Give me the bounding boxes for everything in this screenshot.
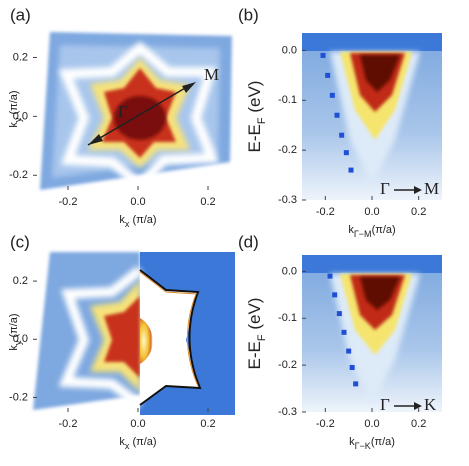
arrowhead xyxy=(88,134,103,145)
axis-label: kx (π/a) xyxy=(119,214,156,229)
dispersion-point xyxy=(325,72,331,78)
axis-label-sub: Γ−K xyxy=(355,441,371,451)
axis-label-sub: x xyxy=(125,219,130,229)
dispersion-point xyxy=(353,381,359,387)
dispersion-image xyxy=(302,255,442,412)
dispersion-point xyxy=(329,92,335,98)
dispersion-point xyxy=(332,292,338,298)
y-tick-label: -0.2 xyxy=(278,359,297,371)
x-tick-label: -0.2 xyxy=(316,206,335,218)
y-tick-label: -0.2 xyxy=(278,144,297,156)
x-tick-label: 0.2 xyxy=(411,418,426,430)
annotation: M xyxy=(204,65,219,84)
dispersion-point xyxy=(348,167,354,173)
axis-label-sub: Γ−M xyxy=(354,229,372,239)
axis-label-sub: x xyxy=(125,441,130,451)
arrowhead xyxy=(182,82,196,93)
axis-label: kx (π/a) xyxy=(119,436,156,451)
dispersion-point xyxy=(346,348,352,354)
x-tick-label: -0.2 xyxy=(316,418,335,430)
dispersion-image xyxy=(302,33,442,200)
axis-label-main: k xyxy=(119,436,125,448)
axis-label-unit: (eV) xyxy=(245,298,264,335)
y-tick-label: -0.2 xyxy=(9,391,28,403)
axis-label: ky (π/a) xyxy=(8,313,23,350)
x-tick-label: 0.2 xyxy=(200,418,215,430)
panel-label: (b) xyxy=(238,5,259,24)
axis-label-main: k xyxy=(8,122,20,128)
y-tick-label: -0.3 xyxy=(278,406,297,418)
y-tick-label: 0.2 xyxy=(13,275,28,287)
axis-label-unit: (π/a) xyxy=(8,313,20,340)
y-tick-label: -0.1 xyxy=(278,312,297,324)
axis-label: kΓ−K(π/a) xyxy=(349,436,395,451)
y-tick-label: 0.0 xyxy=(13,333,28,345)
dispersion-point xyxy=(334,112,340,118)
annotation: Γ xyxy=(118,102,128,121)
x-tick-label: 0.0 xyxy=(364,418,379,430)
y-tick-label: 0.0 xyxy=(13,110,28,122)
axis-label-unit: (eV) xyxy=(245,81,264,118)
arrow xyxy=(87,83,193,146)
annotation: Γ xyxy=(380,395,390,414)
arrowhead xyxy=(414,402,422,410)
x-tick-label: -0.2 xyxy=(59,418,78,430)
dispersion-point xyxy=(341,329,347,335)
y-tick-label: -0.2 xyxy=(9,169,28,181)
axis-label-unit: (π/a) xyxy=(372,224,396,236)
map-image xyxy=(40,32,232,192)
y-tick-label: -0.1 xyxy=(278,94,297,106)
axis-label-main: k xyxy=(8,345,20,351)
axis-label: E-EF (eV) xyxy=(245,81,267,153)
axis-label-main: k xyxy=(119,214,125,226)
panel-label: (a) xyxy=(10,5,31,24)
axis-label-unit: (π/a) xyxy=(8,90,20,117)
dispersion-point xyxy=(343,150,349,156)
dispersion-point xyxy=(339,132,345,138)
x-tick-label: -0.2 xyxy=(59,196,78,208)
x-tick-label: 0.0 xyxy=(364,206,379,218)
x-tick-label: 0.0 xyxy=(130,418,145,430)
axis-label: E-EF (eV) xyxy=(245,298,267,370)
panel-label: (d) xyxy=(238,232,259,251)
x-tick-label: 0.2 xyxy=(200,196,215,208)
axis-label: ky (π/a) xyxy=(8,90,23,127)
panel-label: (c) xyxy=(10,232,30,251)
y-tick-label: 0.2 xyxy=(13,51,28,63)
annotation: M xyxy=(424,179,439,198)
y-tick-label: 0.0 xyxy=(282,44,297,56)
axis-label-sub: F xyxy=(256,117,268,124)
arrowhead xyxy=(414,186,422,194)
x-tick-label: 0.2 xyxy=(411,206,426,218)
axis-label-unit: (π/a) xyxy=(129,214,156,226)
axis-label-main: k xyxy=(348,224,354,236)
dispersion-point xyxy=(327,273,333,279)
axis-label-unit: (π/a) xyxy=(129,436,156,448)
axis-label: kΓ−M(π/a) xyxy=(348,224,395,239)
dispersion-point xyxy=(320,52,326,58)
axis-label-unit: (π/a) xyxy=(371,436,395,448)
annotation: K xyxy=(424,395,437,414)
axis-label-sub: F xyxy=(256,334,268,341)
dispersion-point xyxy=(349,364,355,370)
x-tick-label: 0.0 xyxy=(130,196,145,208)
y-tick-label: 0.0 xyxy=(282,265,297,277)
axis-label-main: E-E xyxy=(245,124,264,152)
y-tick-label: -0.3 xyxy=(278,194,297,206)
annotation: Γ xyxy=(380,179,390,198)
axis-label-sub: y xyxy=(13,117,23,122)
dispersion-point xyxy=(336,311,342,317)
axis-label-sub: y xyxy=(13,340,23,345)
axis-label-main: k xyxy=(349,436,355,448)
axis-label-main: E-E xyxy=(245,341,264,369)
map-image xyxy=(33,252,235,415)
